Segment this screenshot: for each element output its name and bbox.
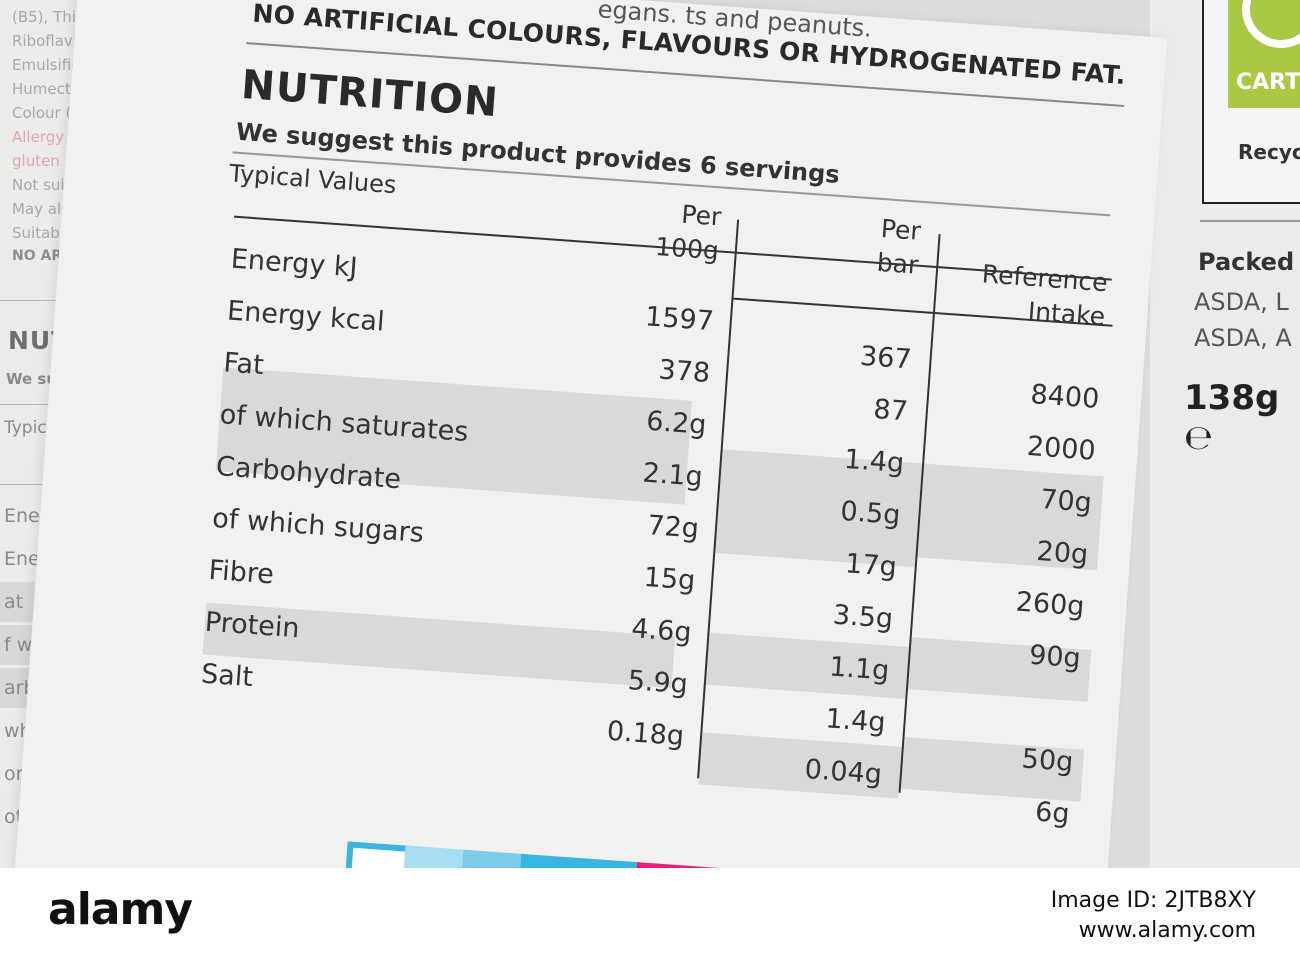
- per100g-value: 378: [657, 354, 712, 390]
- nutrition-label-panel: egans. ts and peanuts. NO ARTIFICIAL COL…: [13, 0, 1168, 868]
- recycling-logo-text: CART: [1236, 70, 1300, 95]
- packer-line: ASDA, L: [1194, 288, 1289, 316]
- colour-swatch: [401, 845, 464, 868]
- perbar-value: 3.5g: [831, 599, 895, 635]
- perbar-value: 87: [872, 393, 909, 428]
- colour-swatch: [459, 849, 522, 868]
- divider: [1200, 220, 1300, 222]
- photo-scene: (B5), Thiamin (B1)Riboflavin (B2)Emulsif…: [0, 0, 1300, 868]
- nutrient-label: Energy kcal: [226, 295, 386, 338]
- nutrient-label: Fat: [222, 347, 265, 382]
- net-weight: 138g ℮: [1184, 378, 1280, 458]
- packed-by-heading: Packed: [1198, 248, 1295, 276]
- background-pack-right: CART Recyc Packed ASDA, L ASDA, A 138g ℮: [1150, 0, 1300, 868]
- perbar-value: 367: [859, 340, 913, 376]
- image-id: Image ID: 2JTB8XY: [1050, 888, 1256, 913]
- per100g-value: 0.18g: [605, 715, 686, 753]
- nutrient-label: Salt: [200, 658, 255, 694]
- per100g-value: 72g: [646, 510, 700, 545]
- recycle-label: Recyc: [1238, 140, 1300, 164]
- nutrient-label: Fibre: [207, 554, 275, 591]
- watermark-bar: alamy Image ID: 2JTB8XY www.alamy.com: [0, 868, 1300, 956]
- per100g-value: 15g: [642, 561, 697, 597]
- recycling-ring-icon: [1242, 0, 1300, 48]
- perbar-value: 1.4g: [824, 703, 887, 739]
- per100g-value: 1597: [644, 301, 715, 338]
- typical-values-label: Typical Values: [228, 159, 398, 200]
- colour-swatch: [516, 853, 637, 868]
- reference_intake-value: 260g: [1014, 586, 1086, 623]
- packer-line: ASDA, A: [1194, 324, 1292, 352]
- reference_intake-value: 8400: [1029, 379, 1101, 415]
- source-url: www.alamy.com: [1078, 918, 1256, 943]
- nutrient-label: of which sugars: [211, 502, 425, 550]
- nutrition-title: NUTRITION: [239, 61, 501, 127]
- reference_intake-value: 2000: [1025, 430, 1097, 467]
- alamy-logo: alamy: [48, 884, 193, 935]
- nutrient-label: Energy kJ: [229, 243, 359, 284]
